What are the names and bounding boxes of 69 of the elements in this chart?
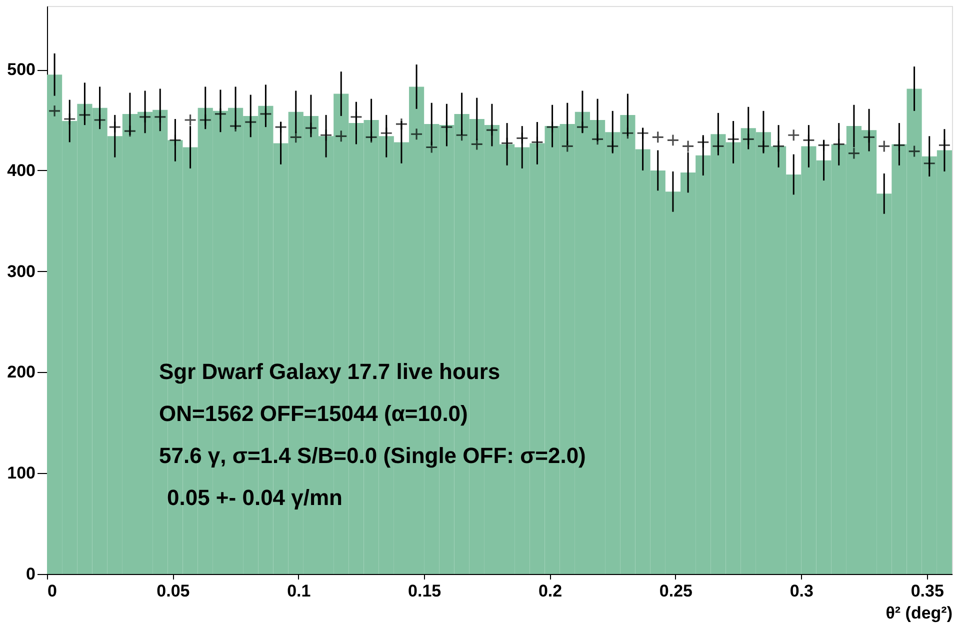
point: [290, 130, 302, 144]
point: [304, 122, 318, 134]
point: [500, 136, 514, 150]
point: [862, 130, 876, 144]
point: [108, 120, 122, 134]
point: [199, 114, 212, 126]
point: [168, 134, 182, 146]
point: [787, 128, 800, 142]
point: [516, 132, 528, 144]
x-tick-label: 0: [48, 582, 57, 600]
x-tick-label: 0.2: [538, 582, 562, 600]
y-tick-label: 100: [7, 464, 36, 483]
point: [395, 118, 408, 130]
annotation: Sgr Dwarf Galaxy 17.7 live hours: [159, 359, 500, 384]
point: [938, 138, 951, 152]
point: [320, 128, 332, 142]
point: [636, 126, 650, 140]
x-tick-label: 0.1: [287, 582, 311, 600]
point: [923, 157, 936, 170]
point: [561, 140, 574, 153]
point: [154, 110, 166, 124]
point: [440, 120, 453, 134]
point: [712, 140, 724, 153]
x-tick-label: 0.15: [408, 582, 442, 600]
x-tick-label: 0.25: [659, 582, 693, 600]
point: [802, 134, 815, 146]
point: [892, 138, 906, 152]
point: [94, 114, 106, 126]
y-tick-label: 500: [7, 60, 36, 80]
point: [742, 132, 755, 146]
point: [244, 116, 257, 128]
point: [425, 140, 438, 154]
y-tick-label: 300: [7, 262, 36, 281]
point: [138, 110, 152, 124]
point: [410, 128, 423, 140]
y-tick-label: 200: [7, 362, 36, 382]
point: [652, 130, 664, 144]
x-tick-label: 0.35: [910, 582, 944, 600]
point: [530, 136, 544, 148]
y-tick-label: 400: [7, 160, 36, 180]
point: [63, 112, 76, 126]
point: [727, 132, 740, 146]
annotation: ON=1562 OFF=15044 (α=10.0): [159, 401, 468, 426]
point: [832, 138, 846, 150]
point: [908, 145, 921, 158]
point: [274, 120, 288, 134]
point: [818, 138, 830, 152]
annotation: 57.6 γ, σ=1.4 S/B=0.0 (Single OFF: σ=2.0): [159, 443, 586, 468]
point: [470, 138, 484, 150]
point: [456, 128, 468, 142]
point: [380, 126, 393, 140]
point: [878, 140, 890, 153]
x-tick-label: 0.3: [790, 582, 814, 600]
x-tick-label: 0.05: [156, 582, 190, 600]
point: [78, 108, 91, 122]
y-tick-label: 0: [26, 564, 36, 584]
x-axis-title: θ² (deg²): [886, 604, 952, 622]
point: [772, 140, 785, 153]
point: [696, 136, 710, 148]
point: [214, 108, 227, 120]
annotation: 0.05 +- 0.04 γ/mn: [167, 485, 342, 510]
point: [546, 120, 559, 134]
point: [48, 104, 61, 118]
point: [334, 130, 348, 142]
point: [666, 134, 680, 146]
point: [350, 110, 362, 124]
point: [848, 147, 860, 160]
point: [486, 124, 498, 136]
point: [259, 108, 272, 120]
